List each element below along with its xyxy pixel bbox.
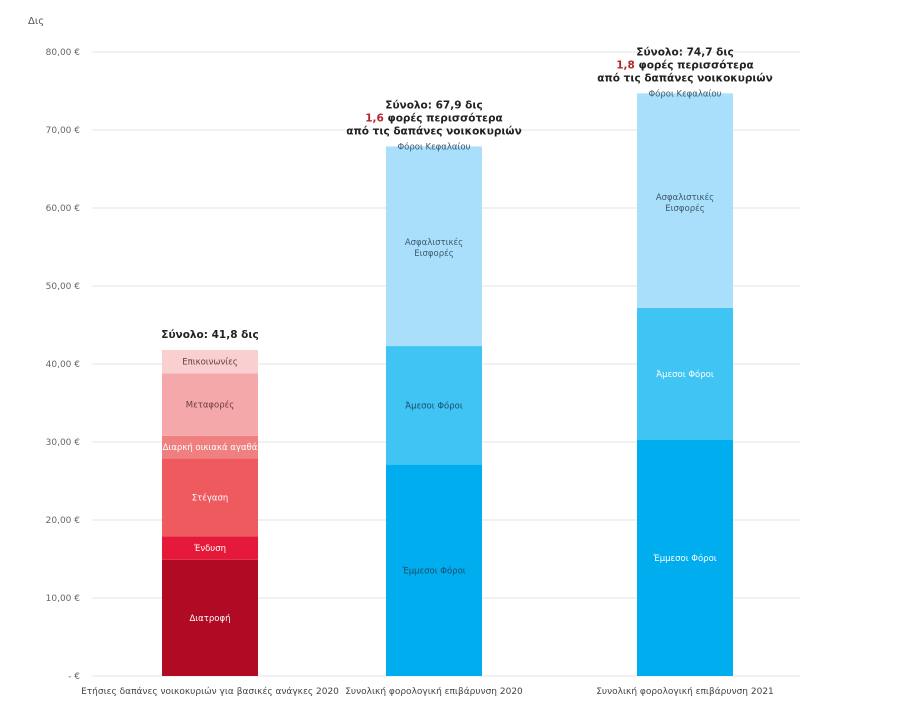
y-tick-label: 10,00 € [46,594,81,604]
y-tick-label: - € [68,672,80,682]
comparison-annotation: από τις δαπάνες νοικοκυριών [346,125,521,137]
bars: Διατροφή Ένδυση Στέγαση Διαρκή οικιακά αγαθ… [162,88,733,676]
x-axis-labels: Ετήσιες δαπάνες νοικοκυριών για βασικές … [81,686,774,697]
bar-segment [386,147,482,347]
bar-segment [162,373,258,436]
bar-segment [637,439,733,676]
bar-segment [162,458,258,537]
bar-stack: Έμμεσοι Φόροι Άμεσοι Φόροι Ασφαλιστικές Εισ… [386,141,482,676]
segment-label: Άμεσοι Φόροι [656,369,714,380]
total-annotation: Σύνολο: 74,7 δις [636,46,733,58]
segment-label: Άμεσοι Φόροι [405,400,463,411]
total-annotation: Σύνολο: 67,9 δις [385,99,482,111]
segment-label: Ένδυση [193,544,226,554]
bar-segment [162,559,258,676]
bar-segment [162,349,258,374]
bar-segment [162,536,258,560]
y-tick-label: 30,00 € [46,438,81,448]
segment-label: Φόροι Κεφαλαίου [648,88,721,99]
segment-label: Διαρκή οικιακά αγαθά [163,443,258,453]
x-tick-label: Ετήσιες δαπάνες νοικοκυριών για βασικές … [81,686,339,697]
y-tick-label: 70,00 € [46,126,81,136]
segment-label: Φόροι Κεφαλαίου [397,141,470,152]
segment-label: Ασφαλιστικές Εισφορές [656,192,714,214]
comparison-annotation: 1,6 φορές περισσότερα [365,112,503,124]
segment-label: Μεταφορές [186,400,234,411]
bar-stack: Διατροφή Ένδυση Στέγαση Διαρκή οικιακά αγαθ… [162,349,258,676]
segment-label: Στέγαση [192,492,229,503]
bar-segment [637,307,733,440]
bar-segment [162,435,258,459]
y-tick-label: 20,00 € [46,516,81,526]
y-tick-label: 40,00 € [46,360,81,370]
x-tick-label: Συνολική φορολογική επιβάρυνση 2020 [345,687,523,697]
bar-segment [637,93,733,96]
segment-label: Έμμεσοι Φόροι [401,565,465,576]
bar-segment [386,146,482,148]
y-axis-ticks: - € 10,00 € 20,00 € 30,00 € 40,00 € 50,00 € 60… [46,48,81,682]
segment-label: Έμμεσοι Φόροι [652,553,716,564]
y-tick-label: 50,00 € [46,282,81,292]
segment-label: Ασφαλιστικές Εισφορές [405,237,463,259]
comparison-annotation: από τις δαπάνες νοικοκυριών [597,72,772,84]
x-tick-label: Συνολική φορολογική επιβάρυνση 2021 [596,687,774,697]
y-axis-unit-label: Δις [28,16,44,27]
bar-segment [637,95,733,308]
y-tick-label: 80,00 € [46,48,81,58]
bar-segment [386,346,482,465]
segment-label: Διατροφή [189,614,230,624]
bar-stack: Έμμεσοι Φόροι Άμεσοι Φόροι Ασφαλιστικές Εισ… [637,88,733,676]
comparison-annotation: 1,8 φορές περισσότερα [616,59,754,71]
y-tick-label: 60,00 € [46,204,81,214]
segment-label: Επικοινωνίες [182,358,238,368]
total-annotation: Σύνολο: 41,8 δις [161,329,258,341]
bar-segment [386,464,482,676]
